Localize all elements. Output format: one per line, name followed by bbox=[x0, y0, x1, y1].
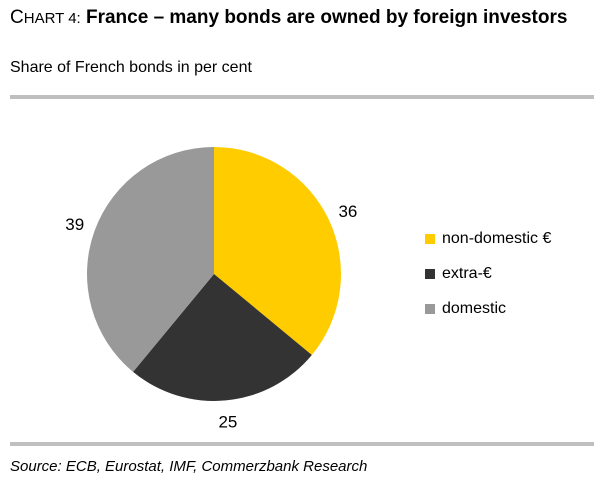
chart-title: Chart 4: France – many bonds are owned b… bbox=[10, 6, 595, 30]
bottom-divider bbox=[10, 442, 594, 446]
legend-swatch bbox=[425, 269, 435, 279]
legend-label: non-domestic € bbox=[442, 230, 552, 247]
top-divider bbox=[10, 95, 594, 99]
chart-title-text: France – many bonds are owned by foreign… bbox=[85, 7, 568, 28]
source-note: Source: ECB, Eurostat, IMF, Commerzbank … bbox=[10, 458, 368, 475]
data-label-extra-euro: 25 bbox=[218, 412, 237, 431]
legend-label: extra-€ bbox=[442, 265, 492, 282]
data-label-non-domestic-euro: 36 bbox=[338, 202, 357, 221]
chart-number: Chart 4: bbox=[10, 7, 81, 28]
legend-swatch bbox=[425, 234, 435, 244]
pie-slice-extra-euro bbox=[133, 274, 312, 402]
legend-swatch bbox=[425, 304, 435, 314]
legend-label: domestic bbox=[442, 300, 507, 317]
chart-number-initial: C bbox=[10, 7, 24, 28]
legend-item-non-domestic-euro: non-domestic € bbox=[425, 230, 551, 248]
chart-legend: non-domestic € extra-€ domestic bbox=[425, 230, 551, 335]
pie-slice-non-domestic-euro bbox=[214, 147, 341, 355]
legend-item-domestic: domestic bbox=[425, 300, 551, 318]
pie-slice-domestic bbox=[86, 147, 214, 372]
chart-number-rest: hart 4: bbox=[23, 10, 81, 27]
chart-subtitle: Share of French bonds in per cent bbox=[10, 59, 252, 76]
legend-item-extra-euro: extra-€ bbox=[425, 265, 551, 283]
data-label-domestic: 39 bbox=[65, 215, 84, 234]
